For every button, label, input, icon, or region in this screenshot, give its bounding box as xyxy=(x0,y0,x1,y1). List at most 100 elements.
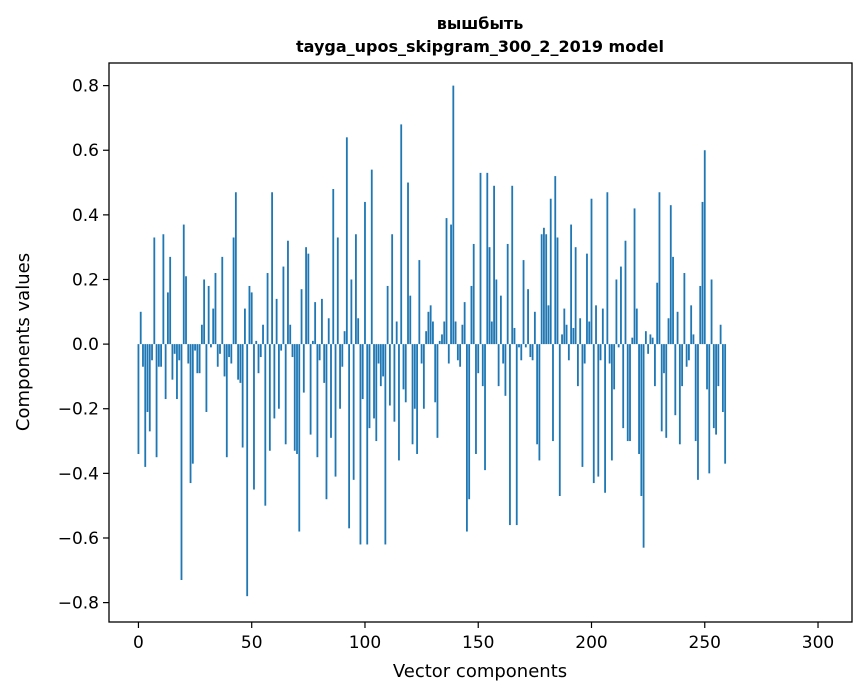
x-tick-label: 200 xyxy=(575,633,607,653)
bar-225 xyxy=(647,344,650,354)
bar-15 xyxy=(171,344,174,380)
y-tick-label: 0.4 xyxy=(72,206,99,226)
bar-193 xyxy=(574,247,577,345)
bar-246 xyxy=(694,344,697,442)
bar-2 xyxy=(142,344,144,367)
bar-75 xyxy=(307,253,310,345)
bar-50 xyxy=(250,292,253,345)
bar-259 xyxy=(724,344,727,464)
bar-107 xyxy=(379,344,382,387)
bar-179 xyxy=(543,227,545,345)
bar-167 xyxy=(515,344,518,526)
bar-163 xyxy=(506,243,509,345)
x-tick-label: 50 xyxy=(241,633,263,653)
bar-189 xyxy=(565,324,568,345)
y-axis-label: Components values xyxy=(13,253,34,431)
y-tick-label: −0.8 xyxy=(58,594,99,614)
bar-143 xyxy=(461,324,464,345)
bar-197 xyxy=(583,344,586,364)
bar-235 xyxy=(669,205,672,345)
bar-198 xyxy=(586,253,588,345)
bar-55 xyxy=(262,324,264,345)
bar-27 xyxy=(198,344,201,374)
bar-165 xyxy=(511,185,514,345)
bar-45 xyxy=(239,344,242,383)
bar-239 xyxy=(678,344,681,445)
bar-33 xyxy=(212,308,215,345)
y-tick-label: −0.4 xyxy=(58,464,99,484)
bar-78 xyxy=(314,302,317,345)
bar-32 xyxy=(210,344,212,348)
bar-18 xyxy=(178,344,181,361)
bar-230 xyxy=(658,192,661,345)
bar-71 xyxy=(298,344,301,532)
y-tick-label: −0.6 xyxy=(58,529,99,549)
bar-128 xyxy=(427,311,430,345)
bar-211 xyxy=(615,279,618,345)
bar-56 xyxy=(264,344,267,506)
bar-68 xyxy=(291,344,294,358)
bar-237 xyxy=(674,344,677,416)
bar-136 xyxy=(445,218,448,345)
bar-213 xyxy=(620,266,622,345)
bar-155 xyxy=(488,247,491,345)
bar-104 xyxy=(373,344,375,419)
bar-218 xyxy=(631,337,634,345)
bar-42 xyxy=(232,237,235,345)
bar-63 xyxy=(280,344,283,351)
bar-105 xyxy=(375,344,378,442)
bar-236 xyxy=(672,256,674,345)
bar-44 xyxy=(237,344,240,380)
bar-123 xyxy=(416,344,418,454)
bar-146 xyxy=(468,344,471,500)
bar-101 xyxy=(366,344,369,545)
bar-142 xyxy=(459,344,462,367)
bar-257 xyxy=(719,324,722,345)
bar-5 xyxy=(148,344,151,432)
bar-178 xyxy=(540,234,543,345)
bar-99 xyxy=(361,344,364,400)
bar-242 xyxy=(685,344,688,367)
bar-109 xyxy=(384,344,387,545)
bar-217 xyxy=(629,344,631,442)
bar-91 xyxy=(343,331,346,345)
bar-112 xyxy=(391,234,394,345)
bar-137 xyxy=(447,344,450,364)
bar-216 xyxy=(626,344,629,442)
bar-79 xyxy=(316,344,319,458)
bar-13 xyxy=(166,292,169,345)
bar-94 xyxy=(350,279,353,345)
bar-127 xyxy=(425,331,428,345)
x-tick-label: 250 xyxy=(689,633,721,653)
bar-74 xyxy=(305,247,307,345)
y-axis-ticks: −0.8 −0.6 −0.4 −0.2 0.0 0.2 0.4 0.6 0.8 xyxy=(58,77,109,614)
bar-129 xyxy=(429,305,432,345)
bar-158 xyxy=(495,279,498,345)
bar-153 xyxy=(484,344,486,471)
bar-96 xyxy=(355,234,357,345)
bar-220 xyxy=(635,308,638,345)
bar-141 xyxy=(456,344,459,361)
bar-21 xyxy=(185,276,187,345)
bar-244 xyxy=(690,305,693,345)
bar-66 xyxy=(287,240,289,345)
bar-117 xyxy=(402,344,405,390)
bar-206 xyxy=(604,344,606,493)
bar-67 xyxy=(289,324,292,345)
bar-7 xyxy=(153,237,156,345)
bar-62 xyxy=(277,344,280,409)
bar-131 xyxy=(434,344,437,403)
bar-111 xyxy=(388,344,391,406)
bar-201 xyxy=(592,344,595,484)
bar-58 xyxy=(268,344,271,451)
bar-240 xyxy=(681,344,684,387)
bar-28 xyxy=(200,324,203,345)
bar-37 xyxy=(221,256,224,345)
bar-183 xyxy=(552,344,554,442)
bar-108 xyxy=(382,344,384,377)
bar-229 xyxy=(656,282,659,345)
bar-169 xyxy=(520,344,523,361)
bar-64 xyxy=(282,266,285,345)
bar-245 xyxy=(692,334,695,345)
